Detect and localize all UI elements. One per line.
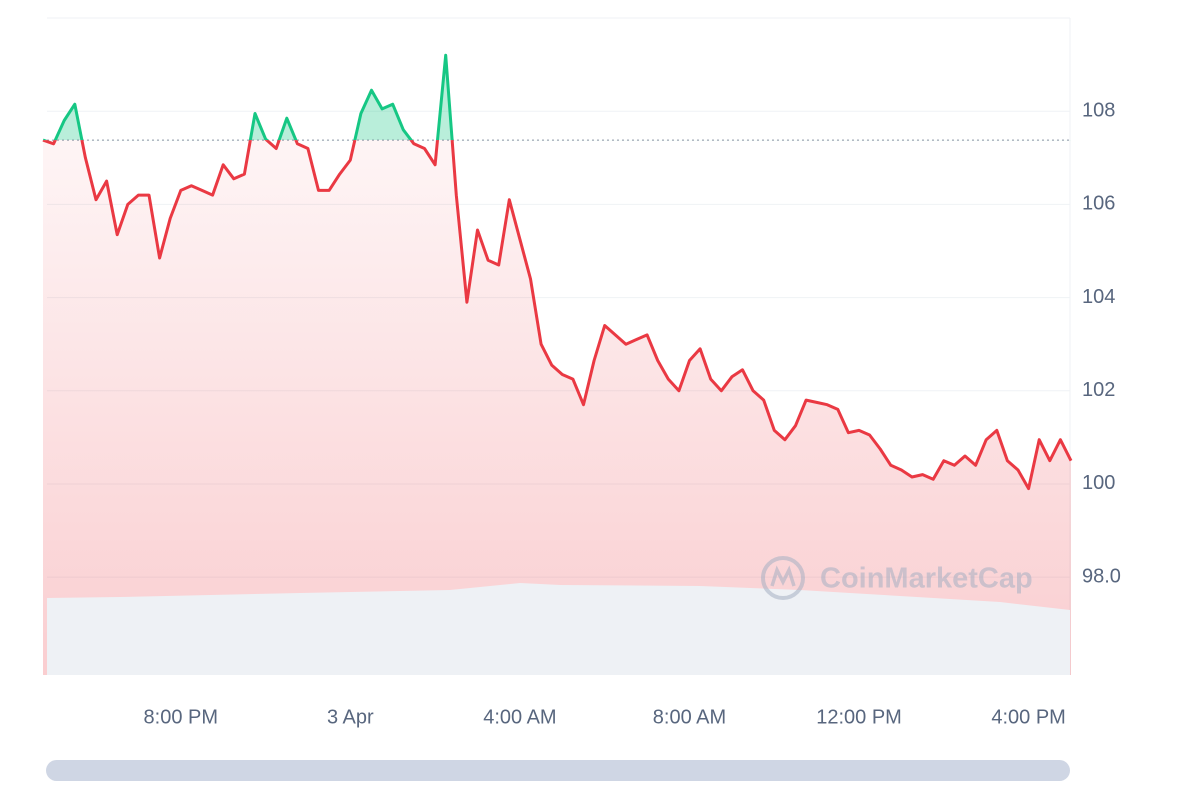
x-tick-label: 3 Apr bbox=[327, 706, 374, 728]
x-tick-label: 12:00 PM bbox=[816, 706, 902, 728]
plot-layer: 98.0 100 102 104 106 108 8:00 PM 3 Apr 4:00 AM 8:… bbox=[42, 53, 1121, 728]
watermark: CoinMarketCap bbox=[761, 556, 1033, 600]
y-tick-label: 106 bbox=[1082, 193, 1115, 215]
y-tick-label: 102 bbox=[1082, 379, 1115, 401]
x-tick-label: 4:00 AM bbox=[483, 706, 556, 728]
area-down bbox=[43, 140, 1071, 675]
scrollbar[interactable] bbox=[46, 760, 1070, 781]
y-tick-label: 98.0 bbox=[1082, 565, 1121, 587]
x-tick-label: 8:00 AM bbox=[653, 706, 726, 728]
price-line-down bbox=[42, 140, 1073, 491]
x-tick-label: 4:00 PM bbox=[991, 706, 1065, 728]
watermark-logo-m bbox=[770, 565, 796, 587]
volume-area bbox=[47, 583, 1070, 675]
watermark-logo bbox=[761, 556, 805, 600]
y-tick-label: 108 bbox=[1082, 99, 1115, 121]
x-tick-label: 8:00 PM bbox=[144, 706, 218, 728]
y-tick-label: 104 bbox=[1082, 286, 1115, 308]
y-tick-label: 100 bbox=[1082, 472, 1115, 494]
watermark-text: CoinMarketCap bbox=[820, 563, 1033, 595]
